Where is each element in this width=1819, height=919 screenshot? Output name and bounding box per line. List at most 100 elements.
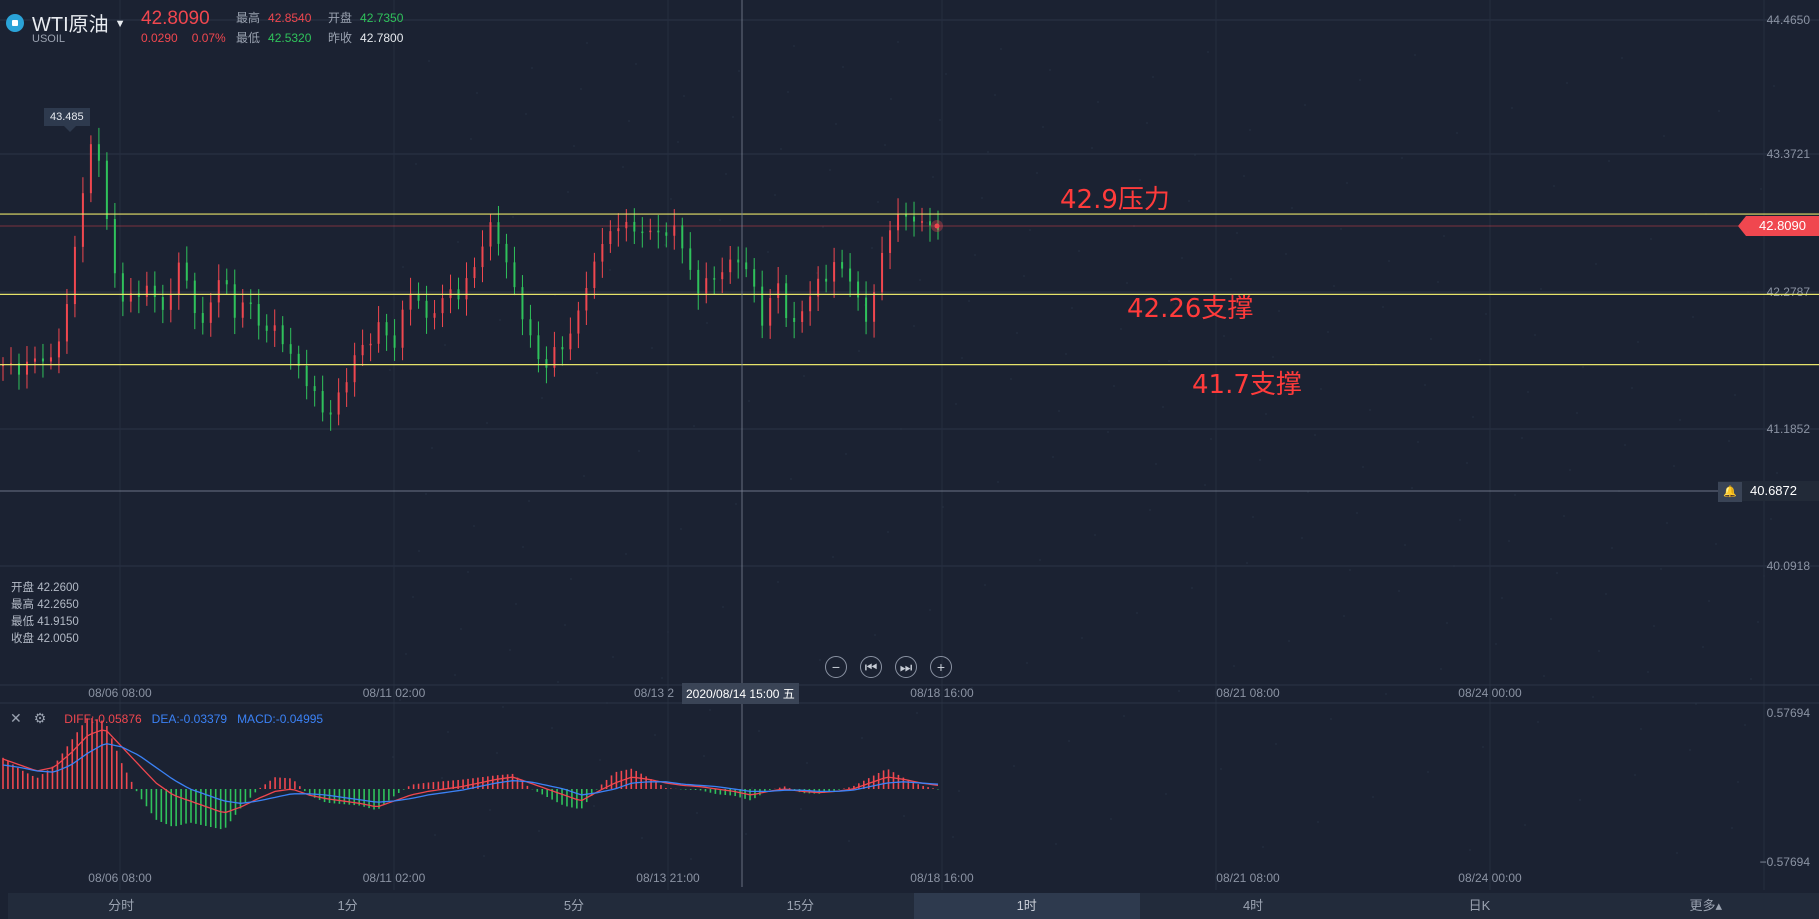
candle-body (489, 222, 492, 247)
map-dot (1495, 643, 1497, 645)
dropdown-caret-icon[interactable]: ▼ (114, 18, 126, 30)
map-dot (1210, 438, 1212, 440)
tab-timeframe[interactable]: 分时 (108, 898, 135, 913)
map-dot (1246, 562, 1248, 564)
candle-body (929, 221, 932, 226)
scroll-start-button[interactable]: ⏮ (860, 656, 882, 678)
candle-body (745, 262, 748, 270)
symbol-selector[interactable]: WTI原油 ▼ (32, 14, 126, 36)
map-dot (1039, 559, 1041, 561)
map-dot (1340, 228, 1342, 230)
zoom-in-button[interactable]: + (930, 656, 952, 678)
map-dot (767, 251, 769, 253)
candle-body (505, 243, 508, 263)
map-dot (829, 169, 831, 171)
map-dot (1317, 821, 1319, 823)
macd-time-axis-label: 08/11 02:00 (363, 871, 426, 885)
map-dot (725, 173, 727, 175)
candle-body (857, 281, 860, 298)
tab-timeframe[interactable]: 1分 (337, 898, 358, 913)
map-dot (593, 805, 595, 807)
map-dot (981, 197, 983, 199)
candle-body (145, 285, 148, 297)
tab-timeframe[interactable]: 15分 (786, 898, 815, 913)
map-dot (1592, 696, 1594, 698)
map-dot (573, 145, 575, 147)
map-dot (1139, 179, 1141, 181)
map-dot (1291, 207, 1293, 209)
candle-body (17, 363, 20, 375)
map-dot (1650, 238, 1652, 240)
map-dot (1233, 665, 1235, 667)
candle-body (289, 344, 292, 354)
tab-timeframe[interactable]: 5分 (563, 898, 585, 913)
map-dot (693, 425, 695, 427)
candle-body (233, 284, 236, 318)
map-dot (735, 503, 737, 505)
settings-icon[interactable]: ⚙ (33, 710, 47, 726)
map-dot (913, 325, 915, 327)
map-dot (661, 677, 663, 679)
candle-body (753, 269, 756, 287)
map-dot (1349, 569, 1351, 571)
candle-body (297, 353, 300, 366)
bell-icon[interactable]: 🔔 (1718, 482, 1742, 502)
candle-body (601, 243, 604, 262)
candle-body (873, 292, 876, 322)
map-dot (1091, 147, 1093, 149)
map-dot (1175, 303, 1177, 305)
map-dot (1702, 646, 1704, 648)
map-dot (1466, 462, 1468, 464)
zoom-out-button[interactable]: − (825, 656, 847, 678)
map-dot (1398, 590, 1400, 592)
map-dot (1204, 484, 1206, 486)
candle-body (377, 322, 380, 344)
scroll-end-button[interactable]: ⏭ (895, 656, 917, 678)
map-dot (1356, 512, 1358, 514)
map-dot (399, 699, 401, 701)
map-dot (567, 191, 569, 193)
map-dot (1036, 172, 1038, 174)
candle-body (89, 144, 92, 194)
map-dot (858, 350, 860, 352)
map-dot (431, 447, 433, 449)
candle-body (545, 359, 548, 368)
map-dot (557, 681, 559, 683)
map-dot (845, 453, 847, 455)
candle-body (473, 267, 476, 279)
map-dot (1343, 615, 1345, 617)
map-dot (1385, 693, 1387, 695)
map-dot (1136, 612, 1138, 614)
map-dot (984, 584, 986, 586)
map-dot (1543, 675, 1545, 677)
map-dot (412, 596, 414, 598)
macd-time-axis-label: 08/13 21:00 (636, 871, 700, 885)
map-dot (1081, 637, 1083, 639)
close-icon[interactable]: ✕ (10, 710, 22, 726)
map-dot (751, 787, 753, 789)
price-alert[interactable]: 🔔 40.6872 (1718, 481, 1819, 502)
tab-timeframe[interactable]: 日K (1468, 898, 1491, 913)
map-dot (1285, 253, 1287, 255)
map-dot (1770, 518, 1772, 520)
map-dot (1446, 622, 1448, 624)
map-dot (1372, 796, 1374, 798)
candle-body (553, 347, 556, 368)
map-dot (974, 254, 976, 256)
tab-timeframe-more[interactable]: 更多▴ (1689, 898, 1723, 913)
map-dot (447, 731, 449, 733)
price-axis-label: 44.4650 (1767, 13, 1811, 27)
candle-body (801, 311, 804, 322)
candle-body (81, 193, 84, 247)
candle-body (73, 246, 76, 305)
candle-body (697, 269, 700, 294)
map-dot (968, 300, 970, 302)
candle-body (113, 219, 116, 274)
tab-timeframe[interactable]: 4时 (1242, 898, 1264, 913)
map-dot (1469, 849, 1471, 851)
tab-timeframe-active[interactable]: 1时 (913, 893, 1140, 919)
map-dot (832, 556, 834, 558)
candle-body (777, 283, 780, 298)
map-dot (476, 92, 478, 94)
